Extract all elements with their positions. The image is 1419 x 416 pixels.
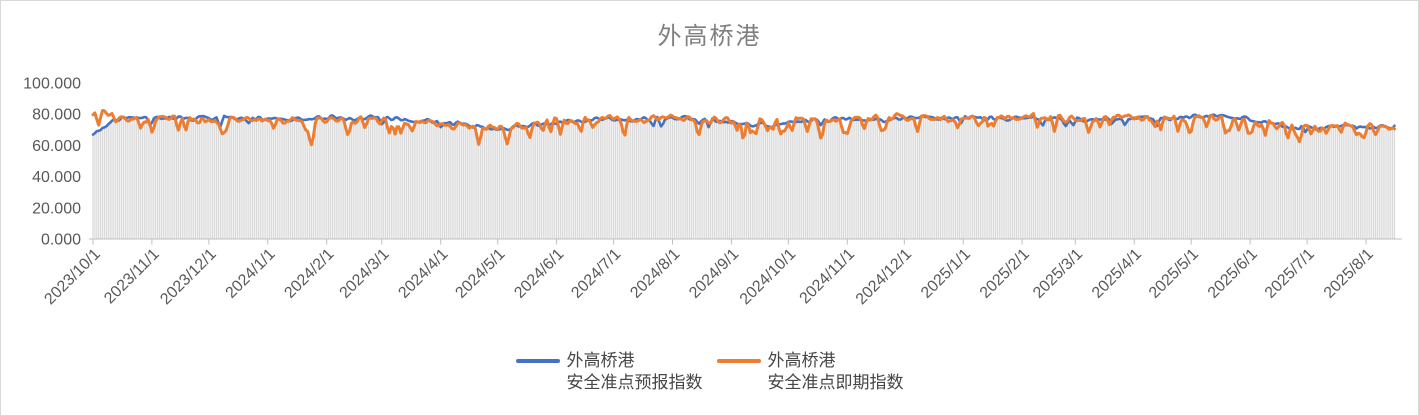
x-axis-label: 2024/10/1: [737, 246, 799, 308]
x-axis-label: 2025/5/1: [1146, 246, 1202, 302]
x-axis-label: 2024/3/1: [337, 246, 393, 302]
series-line-spot: [91, 109, 1396, 147]
x-axis-label: 2025/2/1: [977, 246, 1033, 302]
legend-label-line1: 外高桥港: [767, 351, 836, 370]
legend-swatch-blue-line: [515, 359, 560, 363]
x-axis-label: 2024/12/1: [853, 246, 915, 308]
y-axis-label: 40.000: [32, 169, 81, 186]
x-axis-label: 2025/3/1: [1030, 246, 1086, 302]
y-axis-label: 60.000: [32, 138, 81, 155]
legend-item-spot-index: 外高桥港 安全准点即期指数: [716, 350, 904, 394]
y-axis-label: 20.000: [32, 200, 81, 217]
x-axis-label: 2024/6/1: [511, 246, 567, 302]
x-axis-label: 2024/8/1: [627, 246, 683, 302]
x-axis-label: 2024/1/1: [223, 246, 279, 302]
x-axis-label: 2023/12/1: [157, 246, 219, 308]
y-axis-label: 100.000: [23, 76, 81, 93]
y-axis-label: 0.000: [41, 232, 81, 249]
x-axis-label: 2025/8/1: [1321, 246, 1377, 302]
x-axis-label: 2024/2/1: [281, 246, 337, 302]
legend-item-forecast-index: 外高桥港 安全准点预报指数: [515, 350, 703, 394]
x-axis-label: 2025/6/1: [1205, 246, 1261, 302]
x-axis-label: 2024/4/1: [395, 246, 451, 302]
legend: 外高桥港 安全准点预报指数 外高桥港 安全准点即期指数: [1, 350, 1418, 394]
x-axis-label: 2024/11/1: [797, 246, 859, 308]
series-line-forecast: [91, 113, 1396, 136]
legend-label-line2: 安全准点即期指数: [767, 373, 904, 392]
chart-title: 外高桥港: [657, 23, 762, 50]
legend-label-line2: 安全准点预报指数: [566, 373, 703, 392]
x-axis-label: 2025/1/1: [918, 246, 974, 302]
x-axis-label: 2024/7/1: [568, 246, 624, 302]
x-axis-label: 2024/9/1: [686, 246, 742, 302]
y-axis-label: 80.000: [32, 107, 81, 124]
x-axis-label: 2023/10/1: [41, 246, 103, 308]
x-axis-label: 2025/4/1: [1089, 246, 1145, 302]
x-axis-label: 2024/5/1: [452, 246, 508, 302]
legend-label-line1: 外高桥港: [566, 351, 635, 370]
x-axis-label: 2023/11/1: [101, 246, 163, 308]
x-axis-label: 2025/7/1: [1262, 246, 1318, 302]
legend-label-spot-index: 外高桥港 安全准点即期指数: [768, 350, 904, 394]
legend-label-forecast-index: 外高桥港 安全准点预报指数: [567, 350, 703, 394]
legend-swatch-orange-line: [716, 359, 761, 363]
droplines: [92, 116, 1396, 239]
